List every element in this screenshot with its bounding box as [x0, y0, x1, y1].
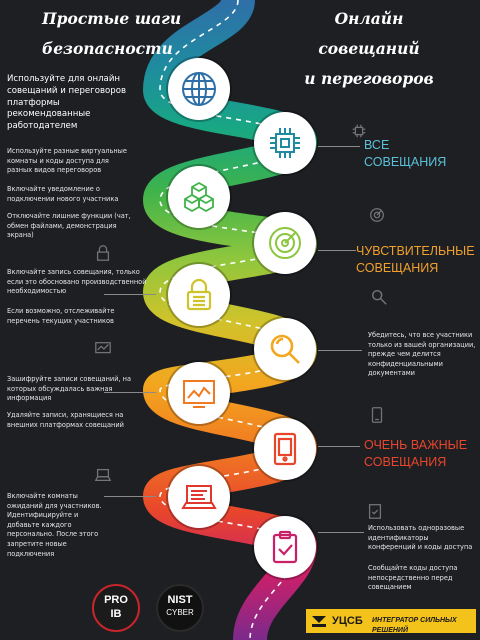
leader-line: [318, 532, 364, 533]
category-all-line1: ВСЕ: [364, 138, 390, 152]
step-circle-3: [168, 166, 230, 228]
tip-track-participants: Если возможно, отслеживайте перечень тек…: [7, 307, 115, 325]
nist-logo-top: NIST: [167, 594, 193, 606]
tip-one-time-codes: Использовать одноразовые идентификаторы …: [368, 524, 473, 552]
category-sensitive-line1: ЧУВСТВИТЕЛЬНЫЕ: [356, 244, 475, 258]
ucsb-slogan: ИНТЕГРАТОР СИЛЬНЫХ РЕШЕНИЙ: [372, 617, 457, 634]
leader-line: [318, 446, 360, 447]
magnifier-icon: [270, 334, 300, 364]
tip-encrypt-records: Зашифруйте записи совещаний, на которых …: [7, 375, 132, 403]
step-circle-8: [254, 418, 316, 480]
step-circle-4: [254, 212, 316, 274]
clipboard-icon: [368, 504, 382, 519]
chip-icon: [352, 124, 366, 138]
intro-text: Используйте для онлайн совещаний и перег…: [7, 74, 127, 132]
lock-icon: [96, 245, 110, 261]
ucsb-logo: УЦСБ ИНТЕГРАТОР СИЛЬНЫХ РЕШЕНИЙ: [306, 609, 476, 634]
lock-icon: [186, 278, 212, 311]
radar-icon: [370, 208, 384, 222]
radar-icon: [269, 227, 301, 259]
leader-line: [318, 250, 356, 251]
magnifier-icon: [371, 289, 387, 305]
tip-virtual-rooms: Используйте разные виртуальные комнаты и…: [7, 147, 127, 175]
nist-logo-bottom: CYBER: [166, 608, 194, 617]
leader-line: [104, 392, 156, 393]
cubes-icon: [184, 181, 214, 213]
category-sensitive: ЧУВСТВИТЕЛЬНЫЕ СОВЕЩАНИЯ: [356, 243, 475, 277]
ucsb-mark-icon: [312, 616, 326, 627]
leader-line: [318, 146, 360, 147]
left-title: Простые шаги безопасности: [42, 4, 181, 64]
chart-icon: [95, 342, 111, 354]
tip-record-meeting: Включайте запись совещания, только если …: [7, 268, 147, 296]
ucsb-name: УЦСБ: [332, 615, 363, 627]
category-all-line2: СОВЕЩАНИЯ: [364, 155, 447, 169]
pro-ib-logo: PRO IB: [92, 584, 140, 632]
step-circle-6: [254, 318, 316, 380]
chart-icon: [183, 380, 215, 408]
right-title: Онлайн совещаний и переговоров: [274, 4, 464, 94]
tip-delete-records: Удаляйте записи, хранящиеся на внешних п…: [7, 411, 124, 429]
tablet-icon: [371, 407, 383, 423]
left-title-line1: Простые шаги: [42, 9, 182, 28]
left-title-line2: безопасности: [42, 39, 173, 58]
leader-line: [104, 496, 156, 497]
right-title-line2: совещаний: [318, 39, 420, 58]
category-sensitive-line2: СОВЕЩАНИЯ: [356, 261, 439, 275]
right-title-line1: Онлайн: [334, 9, 404, 28]
category-all: ВСЕ СОВЕЩАНИЯ: [364, 137, 446, 171]
right-title-line3: и переговоров: [304, 69, 434, 88]
road-dashes: [159, 0, 301, 640]
nist-cyber-logo: NIST CYBER: [156, 584, 204, 632]
chip-icon: [270, 128, 300, 158]
category-important: ОЧЕНЬ ВАЖНЫЕ СОВЕЩАНИЯ: [364, 437, 467, 471]
laptop-icon: [181, 485, 217, 509]
tip-disable-features: Отключайте лишние функции (чат, обмен фа…: [7, 212, 131, 240]
step-circle-5: [168, 264, 230, 326]
clipboard-icon: [272, 530, 298, 564]
tip-join-notification: Включайте уведомление о подключении ново…: [7, 185, 119, 203]
category-important-line2: СОВЕЩАНИЯ: [364, 455, 447, 469]
tablet-icon: [273, 432, 297, 466]
pro-ib-logo-top: PRO: [104, 594, 128, 606]
step-circle-7: [168, 362, 230, 424]
step-circle-2: [254, 112, 316, 174]
category-important-line1: ОЧЕНЬ ВАЖНЫЕ: [364, 438, 468, 452]
tip-share-codes: Сообщайте коды доступа непосредственно п…: [368, 564, 458, 592]
globe-icon: [182, 72, 216, 106]
tip-participants-check: Убедитесь, что все участники только из в…: [368, 331, 476, 378]
tip-waiting-rooms: Включайте комнаты ожиданий для участнико…: [7, 492, 102, 558]
laptop-icon: [94, 468, 112, 482]
step-circle-9: [168, 466, 230, 528]
leader-line: [104, 294, 156, 295]
step-circle-10: [254, 516, 316, 578]
pro-ib-logo-bottom: IB: [110, 608, 122, 620]
leader-line: [318, 350, 362, 351]
step-circle-1: [168, 58, 230, 120]
